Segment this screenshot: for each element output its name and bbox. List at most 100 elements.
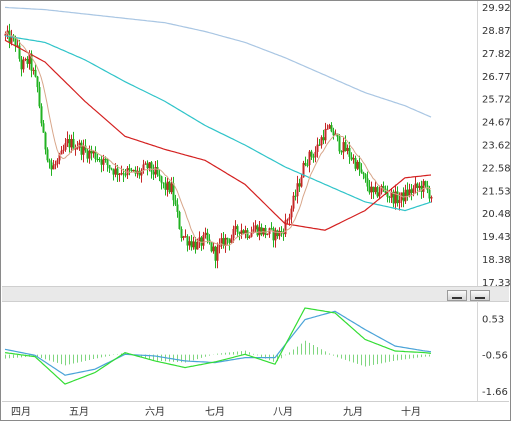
candle-body	[160, 176, 163, 183]
candle-body	[314, 151, 317, 158]
candle-body	[336, 133, 339, 137]
candle-body	[32, 69, 35, 71]
candle-body	[4, 33, 7, 36]
candle-body	[210, 242, 213, 252]
candle-body	[152, 171, 155, 175]
price-tick-label: 23.62	[482, 141, 511, 152]
candle-body	[348, 147, 351, 157]
candle-body	[310, 151, 313, 157]
candle-body	[198, 237, 201, 242]
candle-body	[394, 191, 397, 204]
zoom-out-button[interactable]	[447, 290, 467, 301]
candle-body	[430, 197, 433, 199]
candle-body	[46, 149, 49, 161]
candle-body	[424, 181, 427, 186]
candle-body	[358, 161, 361, 170]
candle-body	[320, 137, 323, 146]
price-tick-label: 29.92	[482, 3, 511, 14]
candle-body	[128, 168, 131, 170]
candle-body	[410, 189, 413, 193]
candle-body	[258, 227, 261, 236]
candle-body	[244, 230, 247, 234]
candle-body	[242, 230, 245, 234]
candle-body	[192, 241, 195, 248]
candle-body	[104, 158, 107, 160]
candle-body	[332, 131, 335, 136]
candle-body	[354, 158, 357, 169]
candle-body	[428, 189, 431, 199]
candle-body	[154, 167, 157, 175]
candle-body	[368, 186, 371, 193]
candle-body	[90, 150, 93, 154]
candle-body	[196, 241, 199, 250]
zoom-in-button[interactable]	[470, 290, 490, 301]
candle-body	[386, 192, 389, 197]
candle-body	[96, 159, 99, 161]
candle-body	[58, 154, 61, 161]
candle-body	[146, 163, 149, 169]
candle-body	[322, 137, 325, 141]
candle-body	[92, 151, 95, 154]
candle-body	[280, 231, 283, 233]
candle-body	[324, 129, 327, 141]
candle-body	[414, 183, 417, 189]
month-tick-label: 十月	[401, 405, 421, 418]
candle-body	[300, 177, 303, 187]
candle-body	[288, 217, 291, 220]
candle-body	[122, 173, 125, 175]
candle-body	[286, 219, 289, 221]
candle-body	[318, 144, 321, 146]
candle-body	[132, 169, 135, 172]
price-tick-label: 21.53	[482, 186, 511, 197]
candle-body	[396, 191, 399, 204]
candle-body	[372, 186, 375, 193]
candle-body	[34, 69, 37, 77]
scroll-bar	[2, 287, 509, 301]
candle-body	[338, 136, 341, 152]
candle-body	[206, 232, 209, 240]
macd-dif-line	[4, 307, 432, 385]
candle-body	[380, 186, 383, 193]
macd-tick-label: -0.56	[482, 351, 508, 362]
candle-body	[30, 53, 33, 71]
candle-body	[328, 125, 331, 129]
candle-body	[82, 145, 85, 155]
candle-body	[182, 236, 185, 238]
moving-average-mid	[4, 35, 432, 212]
candle-body	[352, 158, 355, 160]
candle-body	[248, 236, 251, 238]
candle-body	[256, 225, 259, 236]
candle-body	[236, 226, 239, 232]
candle-body	[282, 232, 285, 235]
candle-body	[194, 241, 197, 250]
candle-body	[296, 183, 299, 197]
candle-body	[134, 169, 137, 174]
candle-body	[274, 230, 277, 241]
candle-body	[102, 158, 105, 165]
candle-body	[144, 163, 147, 165]
candle-body	[220, 238, 223, 244]
moving-average-short	[4, 39, 432, 231]
candle-body	[362, 172, 365, 175]
candle-body	[308, 151, 311, 166]
candle-body	[88, 150, 91, 159]
candle-body	[356, 161, 359, 169]
candle-body	[180, 229, 183, 238]
candle-body	[294, 195, 297, 197]
candle-body	[406, 189, 409, 196]
macd-tick-label: 0.53	[482, 315, 504, 326]
month-tick-label: 五月	[69, 406, 89, 418]
candle-body	[176, 204, 179, 212]
candle-body	[254, 225, 257, 230]
candle-body	[316, 144, 319, 152]
candle-body	[412, 188, 415, 193]
candle-body	[110, 168, 113, 170]
candle-body	[422, 181, 425, 192]
candle-body	[106, 159, 109, 165]
candle-body	[200, 237, 203, 246]
candle-body	[232, 229, 235, 239]
candle-body	[52, 165, 55, 170]
candle-body	[158, 174, 161, 177]
candle-body	[74, 147, 77, 150]
